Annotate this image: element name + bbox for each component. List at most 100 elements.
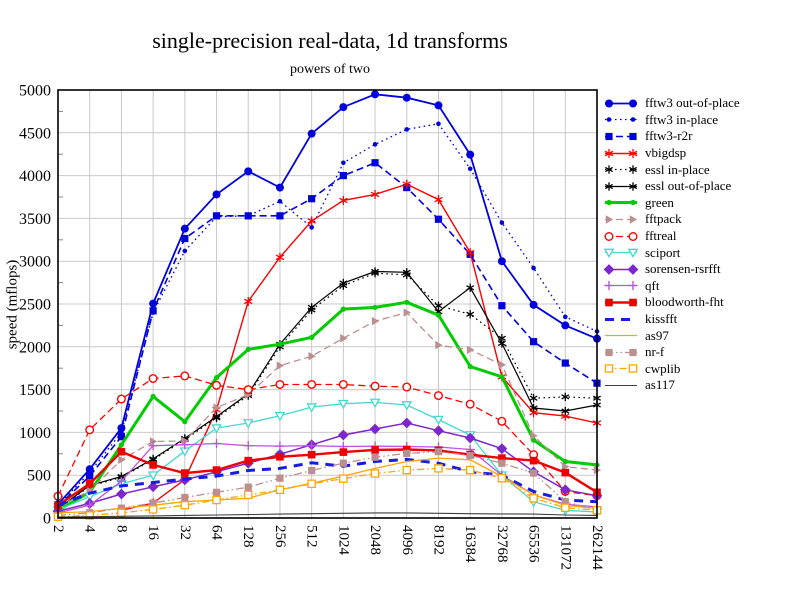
legend-item: nr-f [604, 344, 740, 361]
series-line [57, 422, 598, 512]
legend-label: fftw3 out-of-place [645, 95, 740, 111]
y-tick-label: 500 [27, 468, 51, 485]
legend-marker [604, 231, 638, 241]
x-tick-label: 2048 [367, 525, 383, 555]
x-tick-label: 16 [145, 525, 161, 541]
legend-label: green [645, 194, 674, 210]
series-line [57, 375, 598, 497]
y-tick-label: 4000 [19, 168, 51, 185]
legend-marker [604, 263, 638, 275]
legend-marker [604, 281, 638, 291]
x-tick-label: 16384 [462, 525, 478, 563]
legend-label: qft [645, 277, 660, 293]
legend-marker [604, 148, 638, 158]
legend-marker [605, 384, 637, 386]
legend-item: as97 [604, 327, 740, 344]
chart-title: single-precision real-data, 1d transform… [152, 28, 508, 53]
y-tick-label: 2000 [19, 339, 51, 356]
legend-label: as97 [645, 327, 669, 343]
x-tick-label: 65536 [526, 525, 542, 563]
x-tick-label: 4 [82, 525, 98, 533]
legend-item: vbigdsp [604, 145, 740, 162]
legend-marker [604, 248, 638, 259]
y-tick-label: 2500 [19, 297, 51, 314]
series-fftw3-in-place [55, 121, 600, 508]
legend-marker [605, 200, 637, 206]
y-tick-label: 4500 [19, 125, 51, 142]
series-line [57, 451, 598, 517]
legend-item: green [604, 195, 740, 212]
x-tick-label: 4096 [399, 525, 415, 556]
legend-item: cwplib [604, 361, 740, 378]
legend-label: sorensen-rsrfft [645, 261, 721, 277]
series-line [57, 467, 598, 518]
x-tick-label: 32 [177, 525, 193, 540]
legend-label: essl in-place [645, 161, 710, 177]
chart-subtitle: powers of two [289, 62, 371, 77]
legend-marker [605, 348, 637, 356]
x-tick-label: 2 [50, 525, 66, 533]
legend-item: kissfft [604, 311, 740, 328]
y-tick-label: 3000 [19, 254, 51, 271]
legend-label: vbigdsp [645, 145, 687, 161]
legend-item: qft [604, 278, 740, 295]
legend-label: fftw3 in-place [645, 111, 719, 127]
x-tick-label: 64 [209, 525, 225, 541]
legend-item: fftw3 in-place [604, 112, 740, 129]
series-line [57, 93, 598, 505]
x-tick-label: 32768 [494, 525, 510, 563]
series-line [57, 457, 598, 507]
series-line [57, 457, 598, 514]
legend-label: fftpack [645, 211, 682, 227]
x-tick-label: 8 [113, 525, 129, 533]
legend-marker [605, 182, 637, 191]
series-as97 [57, 457, 598, 514]
legend: fftw3 out-of-place fftw3 in-place fftw3-r2… [604, 95, 740, 394]
legend-label: nr-f [645, 344, 665, 360]
legend-label: essl out-of-place [645, 178, 732, 194]
series-cwplib [53, 464, 602, 521]
x-tick-label: 262144 [589, 525, 605, 571]
legend-marker [605, 215, 638, 224]
legend-label: cwplib [645, 360, 681, 376]
y-tick-label: 5000 [19, 83, 51, 100]
y-tick-label: 0 [43, 511, 51, 528]
legend-item: fftreal [604, 228, 740, 245]
series-line [57, 300, 598, 512]
legend-label: fftreal [645, 228, 677, 244]
legend-item: sciport [604, 244, 740, 261]
series-bloodworth-fht [54, 445, 601, 509]
series-line [57, 161, 598, 507]
legend-label: bloodworth-fht [645, 294, 724, 310]
legend-item: fftw3 out-of-place [604, 95, 740, 112]
legend-item: essl in-place [604, 161, 740, 178]
legend-marker [605, 165, 637, 174]
series-line [57, 512, 598, 518]
y-tick-label: 1000 [19, 425, 51, 442]
series-line [57, 272, 598, 510]
legend-label: kissfft [645, 311, 678, 327]
legend-item: essl out-of-place [604, 178, 740, 195]
x-tick-label: 1024 [335, 525, 351, 556]
legend-marker [605, 99, 637, 108]
legend-label: as117 [645, 377, 675, 393]
legend-marker [605, 334, 637, 337]
x-tick-label: 128 [240, 525, 256, 548]
y-tick-label: 1500 [19, 382, 51, 399]
series-kissfft [57, 457, 598, 507]
x-tick-label: 256 [272, 525, 288, 548]
series-qft [53, 438, 602, 518]
series-essl-in-place [54, 268, 601, 514]
series-line [57, 311, 598, 508]
legend-item: sorensen-rsrfft [604, 261, 740, 278]
series-line [57, 123, 598, 506]
legend-item: fftpack [604, 211, 740, 228]
legend-label: fftw3-r2r [645, 128, 693, 144]
x-tick-label: 8192 [430, 525, 446, 555]
series-as117 [57, 512, 598, 518]
legend-marker [605, 132, 637, 141]
legend-marker [604, 364, 638, 374]
legend-item: bloodworth-fht [604, 294, 740, 311]
